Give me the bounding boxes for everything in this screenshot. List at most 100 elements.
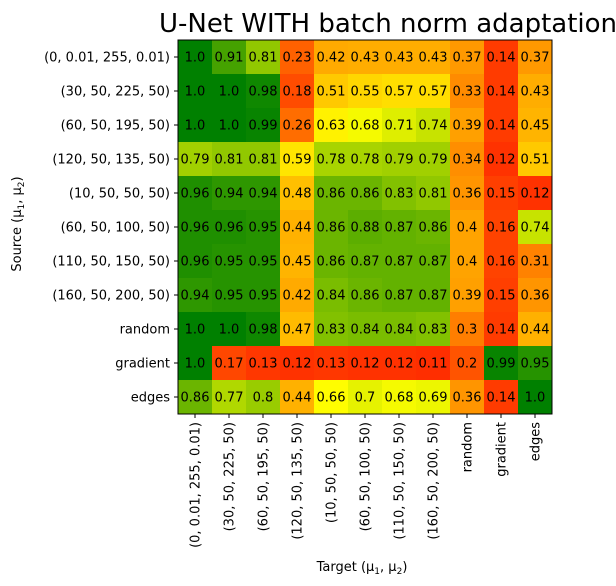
- heatmap-cell: [314, 108, 349, 143]
- cell-value-label: 0.44: [283, 221, 312, 236]
- cell-value-label: 0.99: [249, 119, 278, 134]
- heatmap-cell: [518, 142, 553, 177]
- cell-value-label: 0.12: [385, 357, 414, 372]
- cell-value-label: 0.14: [487, 323, 516, 338]
- cell-value-label: 0.84: [385, 323, 414, 338]
- heatmap-cell: [484, 380, 519, 415]
- heatmap-cell: [212, 312, 247, 347]
- y-tick-label: (60, 50, 195, 50): [61, 119, 170, 134]
- cell-value-label: 0.68: [385, 391, 414, 406]
- cell-value-label: 0.57: [419, 85, 448, 100]
- cell-value-label: 0.78: [351, 153, 380, 168]
- heatmap-cell: [246, 74, 281, 109]
- y-axis-ticks: (0, 0.01, 255, 0.01) (30, 50, 225, 50) (60…: [44, 51, 178, 406]
- heatmap-cell: [314, 278, 349, 313]
- heatmap-cell: [348, 176, 383, 211]
- heatmap-cell: [212, 176, 247, 211]
- cell-value-label: 0.74: [419, 119, 448, 134]
- heatmap-cell: [348, 380, 383, 415]
- cell-value-label: 0.87: [419, 255, 448, 270]
- cell-value-label: 0.16: [487, 221, 516, 236]
- heatmap-cell: [212, 380, 247, 415]
- heatmap-cell: [518, 278, 553, 313]
- cell-value-label: 0.98: [249, 85, 278, 100]
- cell-value-label: 0.51: [521, 153, 550, 168]
- heatmap-cell: [280, 108, 315, 143]
- cell-value-label: 0.23: [283, 51, 312, 66]
- y-tick-label: (110, 50, 150, 50): [52, 255, 170, 270]
- cell-value-label: 0.45: [283, 255, 312, 270]
- heatmap-cell: [450, 312, 485, 347]
- cell-value-label: 0.94: [215, 187, 244, 202]
- cell-value-label: 0.17: [215, 357, 244, 372]
- cell-value-label: 0.44: [521, 323, 550, 338]
- heatmap-cell: [484, 40, 519, 75]
- cell-value-label: 0.84: [317, 289, 346, 304]
- heatmap-cell: [450, 244, 485, 279]
- cell-value-label: 0.99: [487, 357, 516, 372]
- cell-value-label: 1.0: [185, 357, 206, 372]
- heatmap-cell: [178, 108, 213, 143]
- heatmap-cell: [348, 278, 383, 313]
- cell-value-label: 0.39: [453, 289, 482, 304]
- heatmap-cell: [178, 278, 213, 313]
- cell-value-label: 1.0: [219, 323, 240, 338]
- y-tick-label: (160, 50, 200, 50): [52, 289, 170, 304]
- cell-value-label: 0.55: [351, 85, 380, 100]
- heatmap-cell: [416, 346, 451, 381]
- heatmap-cell: [280, 210, 315, 245]
- cell-value-label: 0.31: [521, 255, 550, 270]
- cell-value-label: 0.86: [181, 391, 210, 406]
- cell-value-label: 0.66: [317, 391, 346, 406]
- cell-value-label: 0.79: [181, 153, 210, 168]
- cell-value-label: 0.95: [215, 289, 244, 304]
- x-tick-label: (110, 50, 150, 50): [393, 422, 408, 540]
- heatmap-cell: [484, 244, 519, 279]
- y-axis-label-close: ): [10, 176, 25, 181]
- heatmap-cell: [178, 40, 213, 75]
- cell-value-label: 0.91: [215, 51, 244, 66]
- heatmap-cells: [178, 40, 553, 415]
- heatmap-cell: [484, 108, 519, 143]
- cell-value-label: 0.34: [453, 153, 482, 168]
- heatmap-cell: [280, 312, 315, 347]
- heatmap-cell: [178, 142, 213, 177]
- x-tick-label: (60, 50, 195, 50): [257, 422, 272, 531]
- cell-value-label: 0.95: [215, 255, 244, 270]
- heatmap-cell: [314, 176, 349, 211]
- x-axis-label-close: ): [402, 560, 407, 575]
- heatmap-cell: [484, 176, 519, 211]
- cell-value-label: 0.48: [283, 187, 312, 202]
- y-axis-label: Source (μ1, μ2): [10, 176, 27, 271]
- y-axis-label-text: Source (μ: [10, 209, 25, 271]
- cell-value-label: 0.12: [521, 187, 550, 202]
- heatmap-cell: [314, 142, 349, 177]
- heatmap-cell: [212, 142, 247, 177]
- x-tick-label: (30, 50, 225, 50): [223, 422, 238, 531]
- cell-value-label: 0.83: [317, 323, 346, 338]
- cell-value-label: 0.96: [181, 187, 210, 202]
- cell-value-label: 0.68: [351, 119, 380, 134]
- heatmap-cell: [280, 346, 315, 381]
- heatmap-cell: [280, 176, 315, 211]
- cell-value-label: 0.81: [249, 153, 278, 168]
- x-tick-label: (60, 50, 100, 50): [359, 422, 374, 531]
- heatmap-cell: [416, 210, 451, 245]
- cell-value-label: 0.14: [487, 51, 516, 66]
- y-tick-label: (60, 50, 100, 50): [61, 221, 170, 236]
- cell-value-label: 0.36: [453, 187, 482, 202]
- heatmap-cell: [348, 312, 383, 347]
- heatmap-cell: [246, 142, 281, 177]
- heatmap-cell: [212, 40, 247, 75]
- cell-value-label: 0.43: [351, 51, 380, 66]
- cell-value-label: 1.0: [185, 323, 206, 338]
- cell-value-label: 0.87: [385, 221, 414, 236]
- cell-value-label: 0.4: [457, 255, 478, 270]
- heatmap-cell: [178, 312, 213, 347]
- cell-value-label: 0.81: [249, 51, 278, 66]
- heatmap-cell: [416, 108, 451, 143]
- cell-value-label: 0.94: [181, 289, 210, 304]
- cell-value-label: 0.15: [487, 187, 516, 202]
- heatmap-cell: [246, 244, 281, 279]
- cell-value-label: 0.36: [521, 289, 550, 304]
